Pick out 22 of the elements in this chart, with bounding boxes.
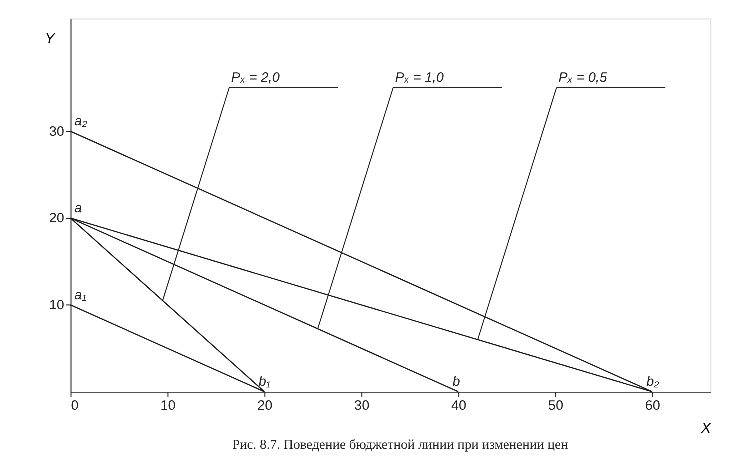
annotation: a₂ bbox=[74, 114, 88, 129]
y-tick-label: 20 bbox=[49, 210, 65, 226]
x-tick-label: 60 bbox=[645, 398, 661, 413]
annotation: b₂ bbox=[646, 374, 660, 390]
y-tick-label: 30 bbox=[49, 124, 65, 139]
annotation: Pₓ = 2,0 bbox=[231, 70, 280, 85]
annotation: a₁ bbox=[74, 287, 86, 302]
x-tick-label: 30 bbox=[354, 398, 370, 413]
x-tick-label: 0 bbox=[71, 398, 80, 413]
x-tick-label: 10 bbox=[160, 398, 176, 413]
y-tick-label: 10 bbox=[49, 298, 65, 313]
text: Рис. 8.7. Поведение бюджетной линии при изменении цен bbox=[232, 437, 568, 452]
annotation: Pₓ = 1,0 bbox=[395, 70, 444, 85]
annotation: b bbox=[452, 374, 461, 390]
x-tick-label: 40 bbox=[451, 398, 468, 413]
annotation: Pₓ = 0,5 bbox=[558, 70, 608, 85]
x-tick-label: 50 bbox=[548, 398, 564, 413]
y-axis-title: Y bbox=[45, 31, 56, 48]
annotation: a bbox=[74, 200, 83, 216]
x-axis-title: X bbox=[700, 421, 712, 438]
x-tick-label: 20 bbox=[258, 398, 274, 413]
annotation: b₁ bbox=[258, 374, 271, 390]
